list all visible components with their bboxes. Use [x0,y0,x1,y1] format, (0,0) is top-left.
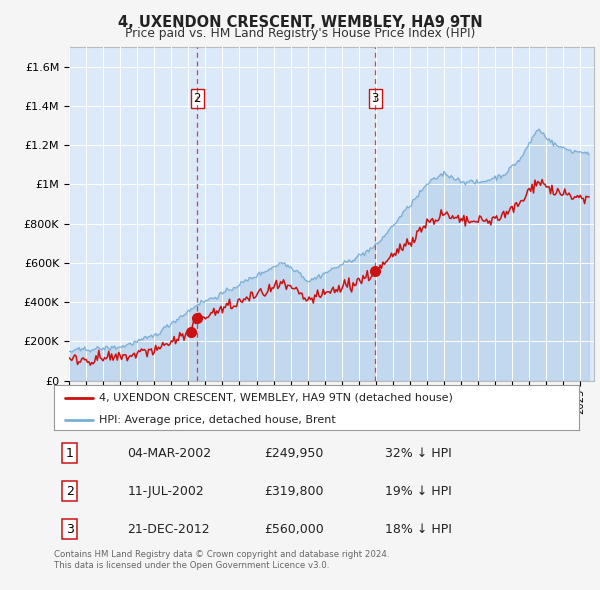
Text: 32% ↓ HPI: 32% ↓ HPI [385,447,452,460]
Text: 04-MAR-2002: 04-MAR-2002 [128,447,212,460]
Text: 19% ↓ HPI: 19% ↓ HPI [385,484,452,498]
Text: 2: 2 [194,93,201,106]
Text: £560,000: £560,000 [264,523,324,536]
Text: Contains HM Land Registry data © Crown copyright and database right 2024.
This d: Contains HM Land Registry data © Crown c… [54,550,389,570]
Text: HPI: Average price, detached house, Brent: HPI: Average price, detached house, Bren… [98,415,335,425]
Text: £249,950: £249,950 [264,447,323,460]
Text: 1: 1 [66,447,74,460]
Text: Price paid vs. HM Land Registry's House Price Index (HPI): Price paid vs. HM Land Registry's House … [125,27,475,40]
Text: 3: 3 [66,523,74,536]
Text: 4, UXENDON CRESCENT, WEMBLEY, HA9 9TN (detached house): 4, UXENDON CRESCENT, WEMBLEY, HA9 9TN (d… [98,393,452,402]
Text: 11-JUL-2002: 11-JUL-2002 [128,484,204,498]
Text: 21-DEC-2012: 21-DEC-2012 [128,523,210,536]
Text: 4, UXENDON CRESCENT, WEMBLEY, HA9 9TN: 4, UXENDON CRESCENT, WEMBLEY, HA9 9TN [118,15,482,30]
Text: £319,800: £319,800 [264,484,323,498]
Text: 18% ↓ HPI: 18% ↓ HPI [385,523,452,536]
Text: 2: 2 [66,484,74,498]
Text: 3: 3 [371,93,379,106]
